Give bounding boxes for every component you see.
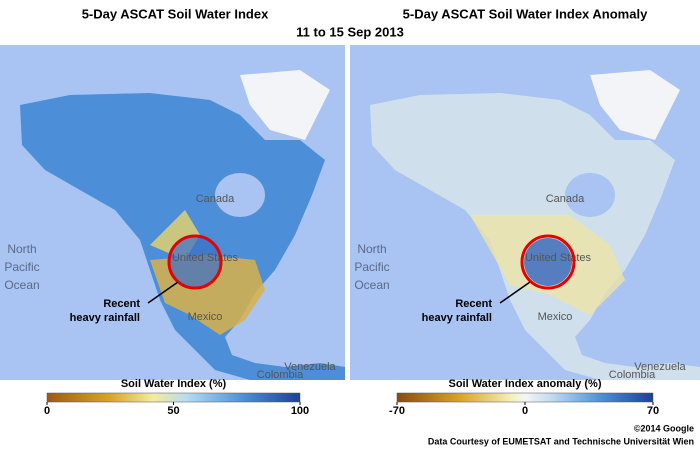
- annotation: Recent: [455, 298, 492, 310]
- colorbar: [46, 392, 301, 403]
- map-label: Mexico: [538, 311, 573, 323]
- colorbar-title: Soil Water Index (%): [121, 378, 227, 390]
- wet-area: [524, 238, 572, 286]
- map-label: Venezuela: [284, 361, 336, 373]
- colorbar-tick-label: 0: [44, 405, 50, 417]
- map-label: Canada: [546, 193, 585, 205]
- hudson-bay: [565, 173, 615, 217]
- annotation-arrow: [147, 281, 179, 304]
- map-label: Ocean: [4, 278, 39, 292]
- map-label: Canada: [196, 193, 235, 205]
- greenland: [590, 70, 680, 140]
- map-label: Pacific: [354, 260, 389, 274]
- annotation-arrow: [499, 281, 531, 304]
- map-panel: North Pacific Ocean Canada United States…: [350, 45, 700, 381]
- map-label: Colombia: [257, 369, 304, 381]
- colorbar-tick-label: 70: [647, 405, 659, 417]
- highlight-circle: [520, 234, 576, 290]
- panel-title: 5-Day ASCAT Soil Water Index: [82, 6, 269, 21]
- map-panel: North Pacific Ocean Canada United States…: [0, 45, 345, 381]
- map-label: Mexico: [188, 311, 223, 323]
- annotation: heavy rainfall: [422, 312, 492, 324]
- colorbar-tick-label: 0: [522, 405, 528, 417]
- map-label: North: [7, 242, 36, 256]
- highlight-circle: [167, 234, 223, 290]
- colorbar: [396, 392, 654, 403]
- map-label: United States: [172, 252, 239, 264]
- colorbar-tick-label: 100: [291, 405, 309, 417]
- greenland: [240, 70, 330, 140]
- colorbar-tick-label: 50: [167, 405, 179, 417]
- panel-title: 5-Day ASCAT Soil Water Index Anomaly: [403, 6, 648, 21]
- map-label: Colombia: [609, 369, 656, 381]
- colorbar-tick-label: -70: [389, 405, 405, 417]
- annotation: heavy rainfall: [70, 312, 140, 324]
- subtitle: 11 to 15 Sep 2013: [296, 24, 404, 39]
- map-label: Ocean: [354, 278, 389, 292]
- map-label: Venezuela: [634, 361, 686, 373]
- colorbar-title: Soil Water Index anomaly (%): [448, 378, 601, 390]
- map-label: North: [357, 242, 386, 256]
- wet-area: [168, 235, 222, 289]
- hudson-bay: [215, 173, 265, 217]
- map-label: United States: [525, 252, 592, 264]
- annotation: Recent: [103, 298, 140, 310]
- map-label: Pacific: [4, 260, 39, 274]
- copyright: ©2014 Google: [634, 423, 694, 433]
- credit: Data Courtesy of EUMETSAT and Technische…: [428, 436, 694, 446]
